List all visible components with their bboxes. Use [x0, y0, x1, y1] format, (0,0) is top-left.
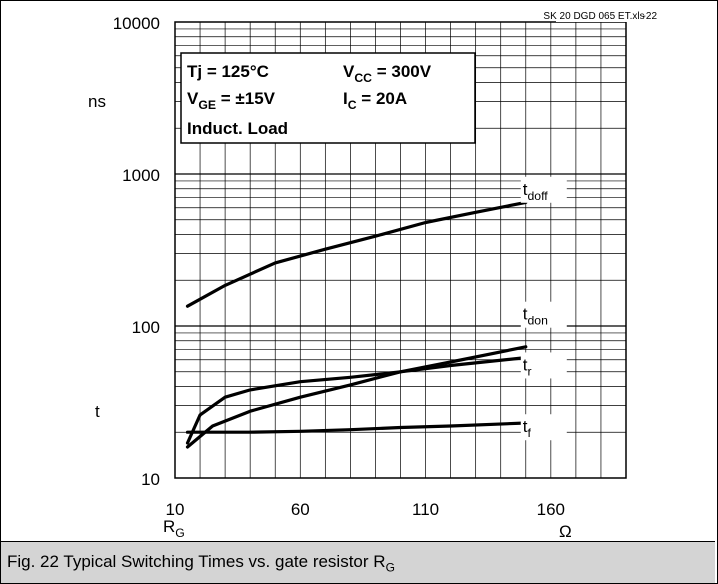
condition-vcc: VCC = 300V: [343, 62, 432, 85]
series-label-bg-doff: [520, 176, 567, 203]
condition-ic: IC = 20A: [343, 89, 407, 112]
series-label-bg-r: [520, 352, 567, 379]
x-axis-label: RG: [163, 517, 185, 540]
caption-text: Fig. 22 Typical Switching Times vs. gate…: [7, 552, 386, 571]
x-tick-label: 60: [291, 500, 310, 519]
series-label-bg-don: [520, 301, 567, 328]
series-curve-doff: [185, 200, 528, 308]
y-tick-label: 10: [141, 470, 160, 489]
caption-subscript: G: [385, 560, 395, 575]
series-curve-f: [185, 421, 528, 434]
y-tick-label: 1000: [122, 166, 160, 185]
x-axis-unit: Ω: [559, 522, 572, 541]
condition-load: Induct. Load: [187, 119, 288, 138]
conditions-box: [180, 52, 476, 144]
series-curve-r: [185, 356, 528, 445]
series-label-bg-f: [520, 414, 567, 441]
series-label-f: tf: [523, 417, 532, 440]
series-label-r: tr: [523, 355, 532, 378]
source-tag: SK 20 DGD 065 ET.xls: [543, 11, 644, 22]
y-tick-label: 10000: [113, 14, 160, 33]
plot-border: [174, 21, 627, 479]
x-tick-label: 10: [166, 500, 185, 519]
x-tick-label: 160: [537, 500, 565, 519]
tag-background: [556, 8, 674, 22]
y-axis-unit: ns: [88, 92, 106, 111]
x-tick-label: 110: [412, 500, 439, 519]
y-tick-label: 100: [132, 318, 160, 337]
y-axis-label: t: [95, 402, 100, 421]
condition-vge: VGE = ±15V: [187, 89, 276, 112]
figure-caption: Fig. 22 Typical Switching Times vs. gate…: [1, 541, 715, 583]
condition-tj: Tj = 125°C: [187, 62, 269, 81]
figure-tag: -22: [643, 11, 658, 22]
series-label-doff: tdoff: [523, 180, 549, 203]
series-curve-don: [185, 345, 528, 449]
series-label-don: tdon: [523, 305, 548, 328]
